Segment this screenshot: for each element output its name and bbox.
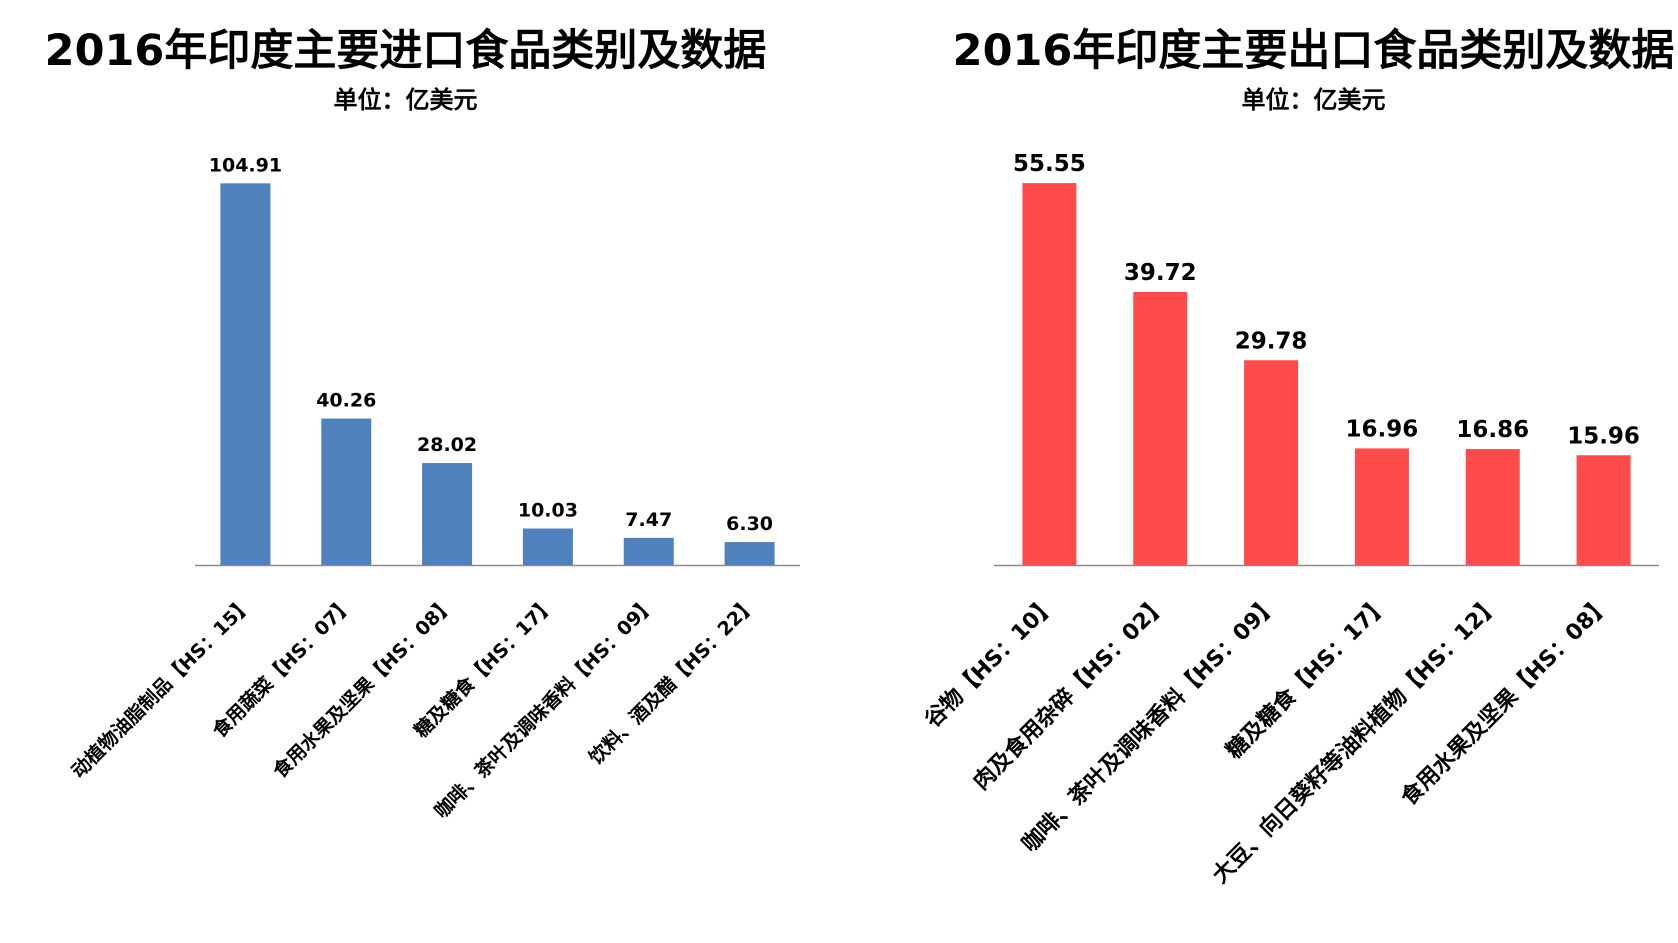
- chart-title: 2016年印度主要出口食品类别及数据: [952, 26, 1675, 76]
- data-label: 29.78: [1235, 328, 1308, 354]
- bar: [724, 542, 775, 565]
- import-bar-chart: 104.91动植物油脂制品【HS：15】40.26食用蔬菜【HS：07】28.0…: [67, 154, 800, 823]
- export-chart-panel: 2016年印度主要出口食品类别及数据 单位：亿美元 55.55 谷物【HS：10】…: [839, 0, 1678, 943]
- data-label: 104.91: [209, 154, 282, 176]
- bar: [522, 528, 573, 565]
- bar: [1022, 183, 1077, 565]
- data-label: 16.86: [1456, 417, 1529, 443]
- bar: [1244, 360, 1299, 565]
- bar: [1354, 448, 1409, 565]
- bar: [321, 418, 372, 565]
- chart-subtitle: 单位：亿美元: [333, 86, 478, 114]
- category-label: 肉及食用杂碎【HS：02】: [968, 591, 1172, 795]
- import-chart-panel: 2016年印度主要进口食品类别及数据 单位：亿美元 104.91 动植物油脂制品【…: [44, 26, 800, 823]
- bar: [1133, 291, 1188, 565]
- data-label: 40.26: [316, 390, 376, 412]
- data-label: 39.72: [1124, 260, 1197, 286]
- category-label: 咖啡、茶叶及调味香料【HS：09】: [430, 592, 661, 823]
- bar: [1465, 449, 1520, 565]
- category-label: 动植物油脂制品【HS：15】: [67, 592, 257, 782]
- chart-subtitle: 单位：亿美元: [1241, 86, 1386, 114]
- data-label: 15.96: [1567, 423, 1640, 449]
- bar: [220, 183, 271, 565]
- bar: [623, 537, 674, 565]
- category-label: 饮料、酒及醋【HS：22】: [584, 592, 762, 770]
- data-label: 55.55: [1013, 151, 1086, 177]
- export-bar-chart: 55.55谷物【HS：10】39.72肉及食用杂碎【HS：02】29.78咖啡、…: [920, 151, 1659, 888]
- data-label: 7.47: [625, 509, 672, 531]
- category-label: 食用水果及坚果【HS：08】: [268, 592, 458, 782]
- data-label: 16.96: [1346, 416, 1419, 442]
- bar: [1576, 455, 1631, 565]
- data-label: 28.02: [417, 434, 477, 456]
- data-label: 6.30: [726, 513, 773, 535]
- bar: [422, 463, 473, 565]
- data-label: 10.03: [518, 500, 578, 522]
- chart-title: 2016年印度主要进口食品类别及数据: [44, 26, 767, 76]
- category-label: 食用水果及坚果【HS：08】: [1396, 591, 1616, 811]
